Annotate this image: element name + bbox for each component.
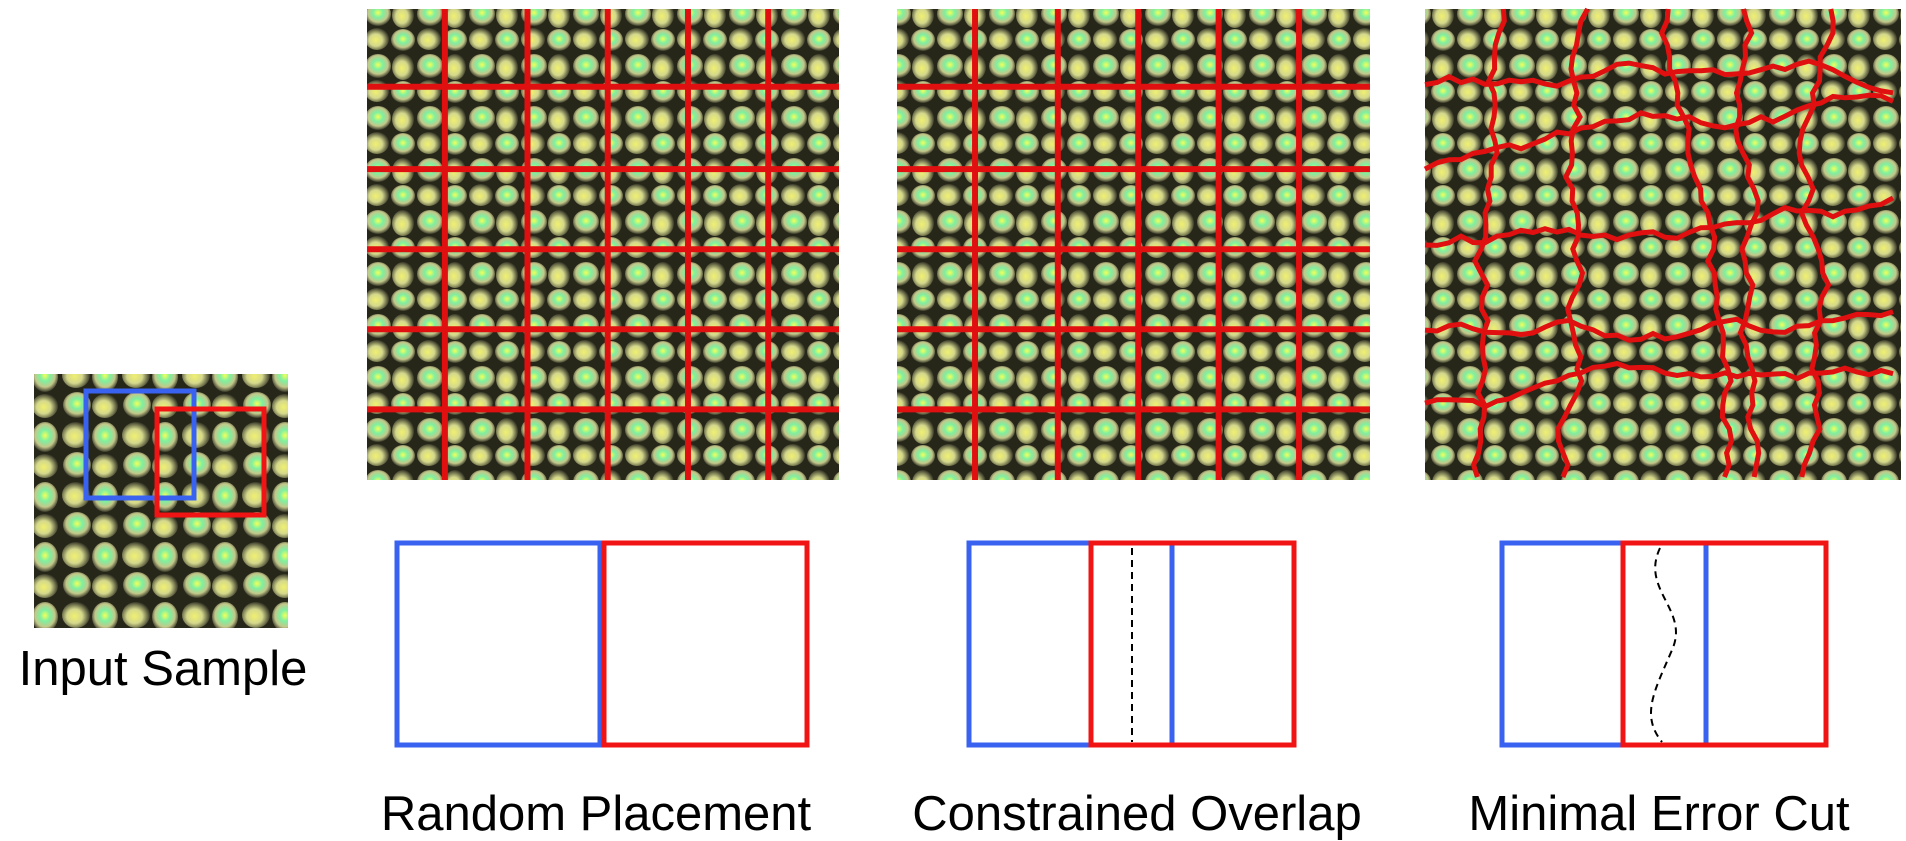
panel-label: Minimal Error Cut <box>1468 787 1850 841</box>
input-texture <box>34 374 288 628</box>
input-label: Input Sample <box>19 642 308 696</box>
texture-mincut <box>1425 9 1901 480</box>
red-block <box>1623 543 1826 745</box>
blue-block <box>397 543 600 745</box>
panel-label: Constrained Overlap <box>912 787 1361 841</box>
cut-curve <box>1651 548 1676 742</box>
red-block <box>604 543 807 745</box>
blue-block <box>1502 543 1706 745</box>
red-block <box>1091 543 1294 745</box>
panel-label: Random Placement <box>381 787 812 841</box>
figure: Input Sample Random Placement Constraine… <box>0 0 1906 841</box>
blue-block <box>969 543 1172 745</box>
